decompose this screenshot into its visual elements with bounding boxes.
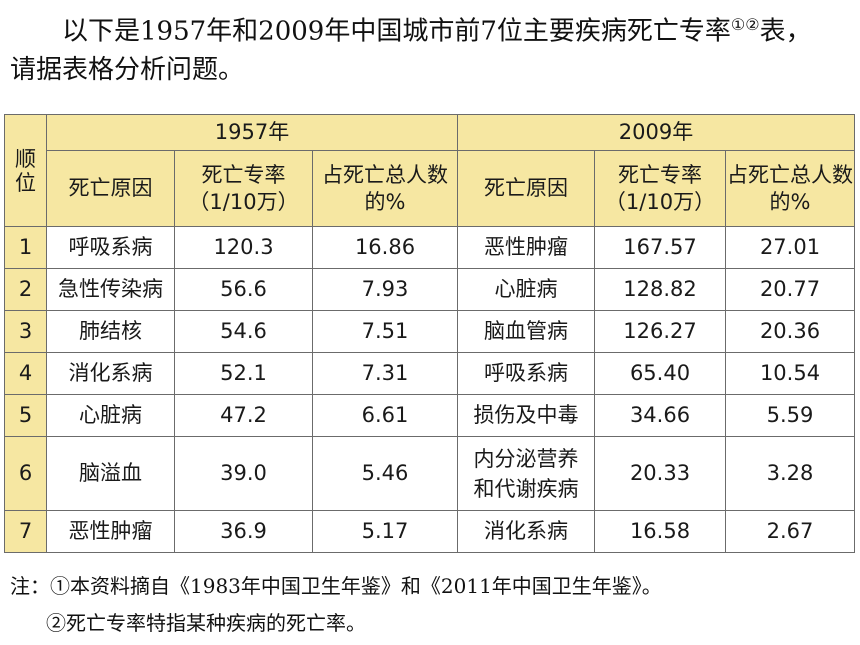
intro-paragraph: 以下是1957年和2009年中国城市前7位主要疾病死亡专率①②表， 请据表格分析… xyxy=(10,6,855,89)
cause-2009-cell: 脑血管病 xyxy=(457,310,595,353)
rate-1957-cell: 36.9 xyxy=(174,510,313,553)
col-rate-1957: 死亡专率（1/10万） xyxy=(174,150,313,227)
share-2009-cell: 10.54 xyxy=(725,352,855,395)
share-2009-cell: 20.36 xyxy=(725,310,855,353)
cause-2009-cell: 呼吸系病 xyxy=(457,352,595,395)
table-row: 2 急性传染病 56.6 7.93 心脏病 128.82 20.77 xyxy=(4,268,855,311)
share-1957-cell: 7.31 xyxy=(312,352,458,395)
cause-1957-cell: 呼吸系病 xyxy=(46,226,175,269)
share-1957-cell: 7.93 xyxy=(312,268,458,311)
share-1957-cell: 5.46 xyxy=(312,436,458,511)
year-2009-header: 2009年 xyxy=(457,114,855,151)
cause-1957-cell: 脑溢血 xyxy=(46,436,175,511)
year-1957-header: 1957年 xyxy=(46,114,458,151)
col-cause-1957: 死亡原因 xyxy=(46,150,175,227)
table-row: 1 呼吸系病 120.3 16.86 恶性肿瘤 167.57 27.01 xyxy=(4,226,855,269)
rank-cell: 3 xyxy=(4,310,47,353)
footnotes: 注：①本资料摘自《1983年中国卫生年鉴》和《2011年中国卫生年鉴》。 ②死亡… xyxy=(10,568,662,642)
rank-cell: 4 xyxy=(4,352,47,395)
share-1957-cell: 16.86 xyxy=(312,226,458,269)
share-2009-cell: 27.01 xyxy=(725,226,855,269)
intro-text: 以下是1957年和2009年中国城市前7位主要疾病死亡专率 xyxy=(62,16,731,47)
col-rate-2009: 死亡专率（1/10万） xyxy=(594,150,726,227)
footnote-1: 注：①本资料摘自《1983年中国卫生年鉴》和《2011年中国卫生年鉴》。 xyxy=(10,574,662,598)
rate-2009-cell: 126.27 xyxy=(594,310,726,353)
table-row: 7 恶性肿瘤 36.9 5.17 消化系病 16.58 2.67 xyxy=(4,510,855,553)
share-1957-cell: 5.17 xyxy=(312,510,458,553)
table-row: 3 肺结核 54.6 7.51 脑血管病 126.27 20.36 xyxy=(4,310,855,353)
cause-2009-cell: 心脏病 xyxy=(457,268,595,311)
table-row: 5 心脏病 47.2 6.61 损伤及中毒 34.66 5.59 xyxy=(4,394,855,437)
cause-1957-cell: 肺结核 xyxy=(46,310,175,353)
rank-cell: 6 xyxy=(4,436,47,511)
col-share-1957: 占死亡总人数的% xyxy=(312,150,458,227)
rate-2009-cell: 16.58 xyxy=(594,510,726,553)
cause-2009-cell: 内分泌营养和代谢疾病 xyxy=(457,436,595,511)
cause-1957-cell: 急性传染病 xyxy=(46,268,175,311)
intro-text-end: 表， xyxy=(759,16,812,47)
table-row: 4 消化系病 52.1 7.31 呼吸系病 65.40 10.54 xyxy=(4,352,855,395)
cause-1957-cell: 心脏病 xyxy=(46,394,175,437)
intro-line-2: 请据表格分析问题。 xyxy=(10,54,245,85)
col-cause-2009: 死亡原因 xyxy=(457,150,595,227)
rate-2009-cell: 20.33 xyxy=(594,436,726,511)
rate-2009-cell: 167.57 xyxy=(594,226,726,269)
rate-2009-cell: 128.82 xyxy=(594,268,726,311)
rate-1957-cell: 39.0 xyxy=(174,436,313,511)
rate-1957-cell: 120.3 xyxy=(174,226,313,269)
share-2009-cell: 3.28 xyxy=(725,436,855,511)
footnote-marks: ①② xyxy=(730,15,760,34)
footnote-2: ②死亡专率特指某种疾病的死亡率。 xyxy=(46,611,366,635)
share-2009-cell: 2.67 xyxy=(725,510,855,553)
rate-2009-cell: 65.40 xyxy=(594,352,726,395)
cause-1957-cell: 消化系病 xyxy=(46,352,175,395)
rank-header: 顺位 xyxy=(4,114,47,227)
rate-1957-cell: 47.2 xyxy=(174,394,313,437)
mortality-table: 顺位 1957年 2009年 死亡原因 死亡专率（1/10万） 占死亡总人数的%… xyxy=(4,114,855,553)
cause-1957-cell: 恶性肿瘤 xyxy=(46,510,175,553)
share-1957-cell: 6.61 xyxy=(312,394,458,437)
col-share-2009: 占死亡总人数的% xyxy=(725,150,855,227)
share-1957-cell: 7.51 xyxy=(312,310,458,353)
rate-1957-cell: 56.6 xyxy=(174,268,313,311)
table-row: 6 脑溢血 39.0 5.46 内分泌营养和代谢疾病 20.33 3.28 xyxy=(4,436,855,511)
intro-line-1: 以下是1957年和2009年中国城市前7位主要疾病死亡专率①②表， xyxy=(10,6,855,51)
cause-2009-cell: 恶性肿瘤 xyxy=(457,226,595,269)
rate-2009-cell: 34.66 xyxy=(594,394,726,437)
cause-2009-cell: 消化系病 xyxy=(457,510,595,553)
rate-1957-cell: 52.1 xyxy=(174,352,313,395)
rank-cell: 5 xyxy=(4,394,47,437)
rank-cell: 1 xyxy=(4,226,47,269)
rate-1957-cell: 54.6 xyxy=(174,310,313,353)
share-2009-cell: 5.59 xyxy=(725,394,855,437)
share-2009-cell: 20.77 xyxy=(725,268,855,311)
rank-cell: 7 xyxy=(4,510,47,553)
cause-2009-cell: 损伤及中毒 xyxy=(457,394,595,437)
rank-cell: 2 xyxy=(4,268,47,311)
